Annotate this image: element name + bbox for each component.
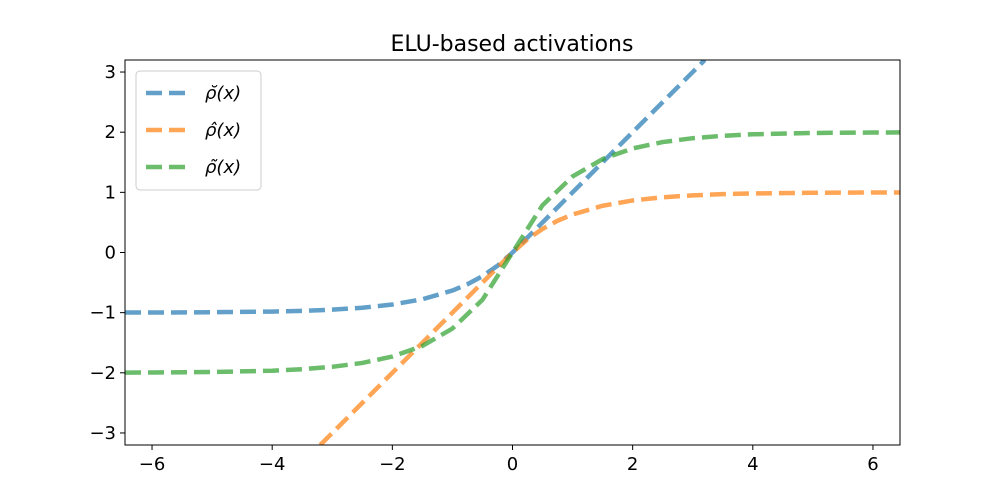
- series-line-3: [125, 130, 900, 375]
- legend-label-1: ρ̆(x): [205, 83, 241, 104]
- series-layer: [125, 60, 900, 445]
- y-axis: −3 −2 −1 0 1 2 3: [89, 62, 125, 444]
- series-line-2: [318, 190, 900, 445]
- legend-box: [135, 70, 262, 191]
- x-tick-label: 6: [867, 454, 878, 475]
- x-tick-label: 2: [627, 454, 638, 475]
- x-tick-label: −2: [379, 454, 406, 475]
- y-tick-label: −3: [89, 423, 116, 444]
- y-tick-label: 3: [105, 62, 116, 83]
- chart-title: ELU-based activations: [391, 32, 634, 57]
- x-tick-label: −4: [259, 454, 286, 475]
- x-tick-label: −6: [139, 454, 166, 475]
- y-tick-label: 2: [105, 122, 116, 143]
- y-tick-label: 1: [105, 182, 116, 203]
- legend-label-2: ρ̂(x): [205, 120, 241, 141]
- x-tick-label: 0: [507, 454, 518, 475]
- series-line-1: [125, 60, 707, 315]
- y-tick-label: −1: [89, 303, 116, 324]
- legend: ρ̆(x) ρ̂(x) ρ̃(x): [135, 70, 262, 191]
- legend-label-3: ρ̃(x): [205, 157, 241, 178]
- x-tick-label: 4: [747, 454, 758, 475]
- x-axis: −6 −4 −2 0 2 4 6: [139, 445, 879, 475]
- y-tick-label: 0: [105, 243, 116, 264]
- y-tick-label: −2: [89, 363, 116, 384]
